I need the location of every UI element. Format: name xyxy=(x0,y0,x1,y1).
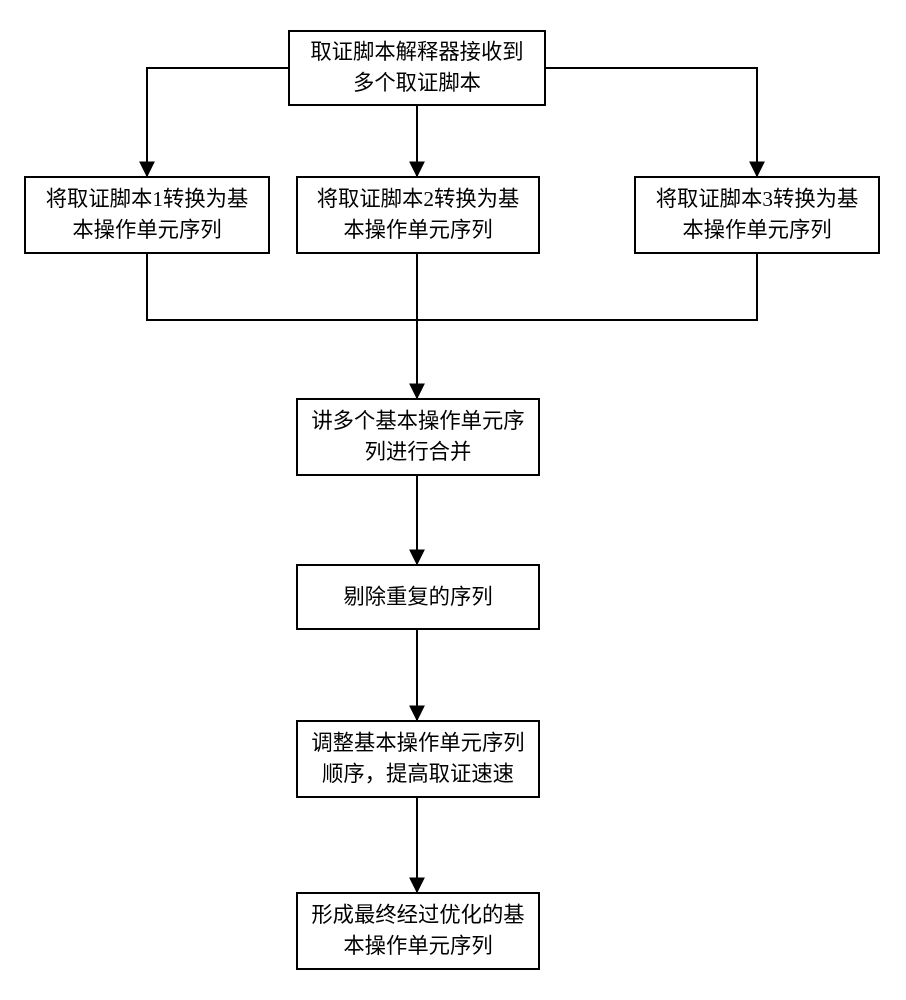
node-adjust-order: 调整基本操作单元序列顺序，提高取证速速 xyxy=(296,720,540,798)
node-label: 形成最终经过优化的基本操作单元序列 xyxy=(308,900,528,962)
node-label: 剔除重复的序列 xyxy=(343,582,492,613)
node-label: 取证脚本解释器接收到多个取证脚本 xyxy=(300,37,534,99)
flowchart-canvas: 取证脚本解释器接收到多个取证脚本 将取证脚本1转换为基本操作单元序列 将取证脚本… xyxy=(0,0,906,1000)
edge xyxy=(417,254,757,320)
edge xyxy=(147,68,288,176)
node-label: 将取证脚本3转换为基本操作单元序列 xyxy=(646,184,868,246)
edge xyxy=(147,254,417,320)
edges-layer xyxy=(0,0,906,1000)
node-receive-scripts: 取证脚本解释器接收到多个取证脚本 xyxy=(288,30,546,106)
node-merge-sequences: 讲多个基本操作单元序列进行合并 xyxy=(296,398,540,476)
node-label: 将取证脚本2转换为基本操作单元序列 xyxy=(308,184,528,246)
node-convert-script-3: 将取证脚本3转换为基本操作单元序列 xyxy=(634,176,880,254)
node-convert-script-1: 将取证脚本1转换为基本操作单元序列 xyxy=(24,176,270,254)
node-label: 调整基本操作单元序列顺序，提高取证速速 xyxy=(308,728,528,790)
edge xyxy=(546,68,757,176)
node-final-sequence: 形成最终经过优化的基本操作单元序列 xyxy=(296,892,540,970)
node-label: 将取证脚本1转换为基本操作单元序列 xyxy=(36,184,258,246)
node-label: 讲多个基本操作单元序列进行合并 xyxy=(308,406,528,468)
node-remove-duplicates: 剔除重复的序列 xyxy=(296,564,540,630)
node-convert-script-2: 将取证脚本2转换为基本操作单元序列 xyxy=(296,176,540,254)
